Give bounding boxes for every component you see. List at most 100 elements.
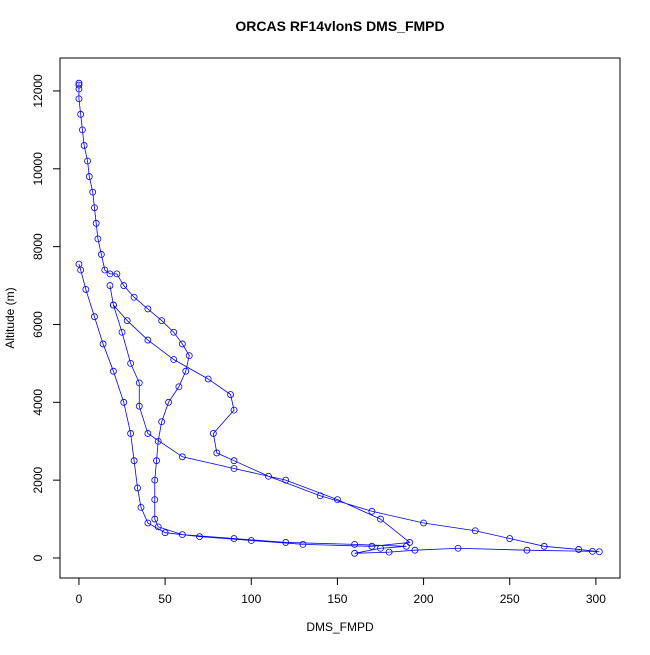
point (91, 313, 98, 321)
point (154, 437, 162, 445)
point (144, 430, 152, 437)
point (282, 539, 290, 546)
point (165, 398, 172, 406)
point (299, 540, 307, 548)
x-tick-label: 200 (414, 592, 434, 606)
point (368, 542, 376, 550)
x-tick-label: 0 (76, 592, 83, 606)
x-tick-label: 100 (241, 592, 261, 606)
point (123, 317, 131, 324)
point (97, 251, 105, 258)
point (75, 81, 83, 89)
point (151, 476, 159, 484)
point (75, 260, 83, 268)
point (402, 542, 410, 550)
point (454, 544, 462, 552)
point (84, 157, 91, 165)
point (170, 356, 178, 363)
point (137, 504, 145, 511)
point (127, 359, 135, 367)
point (385, 548, 393, 556)
point (92, 219, 100, 227)
point (351, 540, 359, 548)
point (85, 173, 93, 180)
point (80, 142, 88, 149)
point (130, 457, 138, 465)
point (377, 544, 384, 552)
point (161, 529, 169, 537)
point (120, 282, 128, 289)
point (101, 266, 109, 274)
point (99, 340, 107, 348)
point (127, 430, 135, 437)
y-tick-label: 0 (31, 554, 45, 561)
point (106, 270, 114, 278)
x-tick-label: 250 (500, 592, 520, 606)
y-tick-label: 4000 (31, 389, 45, 416)
point (420, 519, 427, 527)
point (182, 367, 190, 375)
x-axis-label: DMS_FMPD (306, 620, 374, 634)
point (94, 235, 102, 243)
point (175, 383, 183, 391)
y-tick-label: 8000 (31, 233, 45, 260)
point (506, 535, 514, 542)
point (368, 507, 376, 515)
point (75, 85, 83, 93)
point (110, 367, 117, 375)
point (106, 282, 114, 289)
y-tick-label: 12000 (31, 74, 45, 108)
point (89, 188, 97, 196)
point (230, 535, 238, 542)
point (230, 406, 238, 414)
trace-line (78, 83, 600, 554)
point (151, 496, 159, 504)
point (82, 286, 90, 293)
point (589, 547, 596, 555)
point (204, 375, 212, 383)
point (230, 465, 238, 472)
x-tick-label: 50 (158, 592, 172, 606)
point (178, 340, 186, 348)
point (110, 301, 117, 309)
point (227, 391, 234, 398)
x-tick-label: 300 (586, 592, 606, 606)
point (113, 270, 121, 278)
point (154, 523, 162, 531)
point (158, 317, 166, 324)
point (135, 379, 143, 387)
point (230, 457, 238, 465)
point (134, 484, 141, 492)
point (135, 402, 143, 410)
point (144, 305, 152, 313)
point (170, 328, 178, 336)
point (130, 293, 138, 301)
point (178, 453, 186, 461)
point (523, 546, 531, 554)
point (118, 328, 126, 336)
point (196, 533, 203, 540)
y-tick-label: 2000 (31, 466, 45, 493)
point (158, 418, 166, 426)
point (213, 449, 221, 457)
point (247, 537, 255, 544)
chart-title: ORCAS RF14vlonS DMS_FMPD (235, 18, 444, 34)
point (595, 548, 603, 556)
point (351, 549, 359, 557)
point (282, 476, 290, 484)
point (185, 352, 193, 360)
point (575, 546, 583, 553)
x-tick-label: 150 (327, 592, 347, 606)
point (406, 539, 414, 546)
point (316, 492, 324, 500)
point (153, 457, 160, 465)
point (79, 126, 86, 134)
point (377, 515, 384, 523)
point (91, 204, 98, 212)
point (151, 515, 159, 523)
point (411, 546, 419, 554)
y-axis-label: Altitude (m) (3, 287, 17, 348)
point (178, 531, 186, 539)
point (77, 110, 85, 118)
